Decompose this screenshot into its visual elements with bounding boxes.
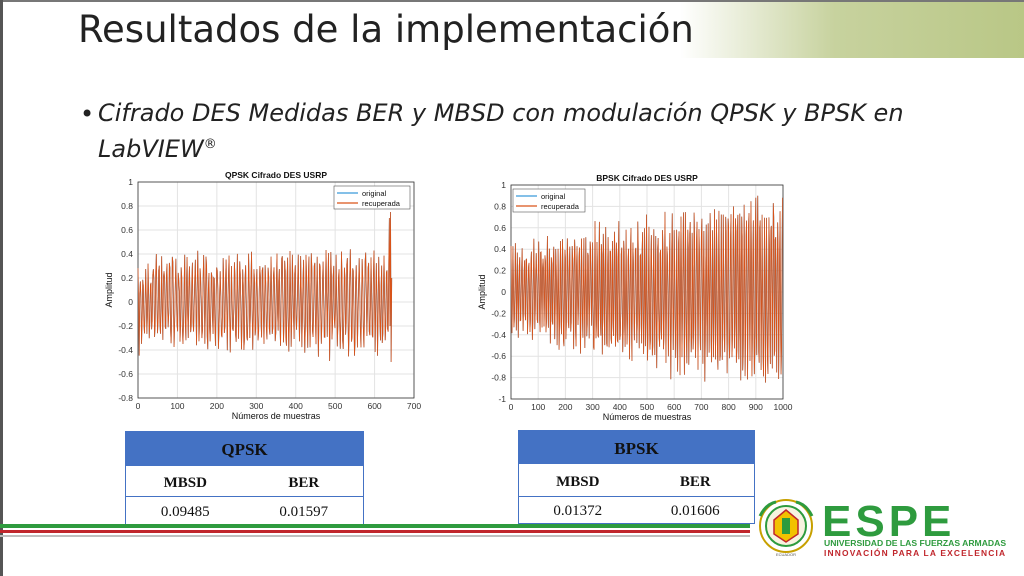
y-tick-label: 0.2 — [494, 266, 506, 276]
table-header-row: MBSD BER — [126, 466, 363, 496]
espe-seal-icon: ECUADOR — [758, 499, 814, 557]
y-tick-label: 1 — [501, 180, 506, 190]
table-header: BPSK — [519, 431, 754, 464]
x-tick-label: 600 — [667, 402, 681, 412]
chart-title: QPSK Cifrado DES USRP — [225, 170, 327, 180]
footer-stripe-red — [0, 530, 750, 533]
table-cell-mbsd: 0.01372 — [553, 503, 603, 519]
y-tick-label: 0 — [128, 297, 133, 307]
x-tick-label: 400 — [289, 401, 303, 411]
legend-label: original — [541, 192, 566, 201]
bullet-marker: • — [80, 100, 95, 128]
y-tick-label: 1 — [128, 177, 133, 187]
table-header-row: MBSD BER — [519, 464, 754, 496]
qpsk-chart: 0 100 200 300 400 500 600 700 -0.8 -0.6 -0.4 -0.2 0 0… — [104, 170, 421, 421]
bpsk-chart: 0 100 200 300 400 500 600 700 800 900 1000 -1 -0.8 -0… — [477, 173, 793, 422]
x-tick-label: 900 — [749, 402, 763, 412]
table-cell-ber: 0.01606 — [670, 503, 720, 519]
bullet-label: Cifrado DES Medidas BER y MBSD con modul… — [98, 99, 904, 163]
table-col-ber: BER — [288, 475, 320, 491]
y-tick-label: -1 — [498, 394, 506, 404]
chart-title: BPSK Cifrado DES USRP — [596, 173, 698, 183]
y-tick-label: 0 — [501, 287, 506, 297]
x-tick-label: 400 — [613, 402, 627, 412]
x-tick-label: 700 — [407, 401, 421, 411]
y-axis-label: Amplitud — [104, 272, 114, 307]
x-tick-label: 800 — [722, 402, 736, 412]
y-tick-label: -0.8 — [118, 393, 133, 403]
x-tick-label: 300 — [586, 402, 600, 412]
y-tick-label: -0.2 — [491, 308, 506, 318]
x-tick-label: 100 — [531, 402, 545, 412]
y-tick-label: 0.8 — [121, 201, 133, 211]
plot-frame — [510, 184, 784, 400]
y-tick-label: -0.4 — [118, 345, 133, 355]
espe-logo: ECUADOR ESPE UNIVERSIDAD DE LAS FUERZAS … — [758, 497, 1006, 558]
table-col-mbsd: MBSD — [556, 474, 600, 490]
y-tick-label: 0.4 — [121, 249, 133, 259]
y-tick-label: -0.2 — [118, 321, 133, 331]
bullet-text: Cifrado DES Medidas BER y MBSD con modul… — [98, 97, 938, 165]
espe-tagline-2: INNOVACIÓN PARA LA EXCELENCIA — [824, 547, 1006, 558]
x-axis-label: Números de muestras — [232, 411, 321, 421]
y-tick-label: 0.4 — [494, 244, 506, 254]
x-tick-label: 500 — [328, 401, 342, 411]
footer-stripe-green — [0, 524, 750, 528]
series-line-recuperada — [137, 211, 393, 363]
slide-top-border — [0, 0, 1024, 2]
table-col-mbsd: MBSD — [163, 475, 207, 491]
x-tick-label: 600 — [367, 401, 381, 411]
espe-wordmark: ESPE — [822, 497, 955, 546]
table-row: 0.09485 0.01597 — [126, 496, 363, 524]
espe-tagline-1: UNIVERSIDAD DE LAS FUERZAS ARMADAS — [824, 538, 1006, 548]
y-tick-label: -0.6 — [118, 369, 133, 379]
x-tick-label: 1000 — [774, 402, 793, 412]
y-tick-label: -0.4 — [491, 330, 506, 340]
table-row: 0.01372 0.01606 — [519, 496, 754, 523]
registered-mark: ® — [203, 137, 217, 152]
y-tick-label: -0.8 — [491, 373, 506, 383]
x-tick-label: 200 — [558, 402, 572, 412]
table-header: QPSK — [126, 432, 363, 466]
y-tick-label: 0.6 — [121, 225, 133, 235]
footer-stripe-gray — [0, 535, 750, 537]
legend-label: recuperada — [362, 199, 401, 208]
table-col-ber: BER — [679, 474, 711, 490]
x-tick-label: 200 — [210, 401, 224, 411]
y-tick-label: -0.6 — [491, 351, 506, 361]
x-tick-label: 500 — [640, 402, 654, 412]
slide-left-border — [0, 0, 3, 576]
x-tick-label: 100 — [170, 401, 184, 411]
y-axis-label: Amplitud — [477, 274, 487, 309]
x-tick-label: 0 — [509, 402, 514, 412]
table-cell-mbsd: 0.09485 — [160, 504, 210, 520]
x-tick-label: 300 — [249, 401, 263, 411]
y-tick-label: 0.8 — [494, 201, 506, 211]
x-tick-label: 0 — [136, 401, 141, 411]
legend-label: recuperada — [541, 202, 580, 211]
legend-label: original — [362, 189, 387, 198]
y-tick-label: 0.2 — [121, 273, 133, 283]
table-cell-ber: 0.01597 — [279, 504, 329, 520]
seal-text: ECUADOR — [776, 552, 796, 557]
bpsk-results-table: BPSK MBSD BER 0.01372 0.01606 — [518, 430, 755, 524]
x-tick-label: 700 — [694, 402, 708, 412]
qpsk-results-table: QPSK MBSD BER 0.09485 0.01597 — [125, 431, 364, 525]
y-tick-label: 0.6 — [494, 223, 506, 233]
title-accent-band — [680, 2, 1024, 58]
x-axis-label: Números de muestras — [603, 412, 692, 422]
series-line-recuperada — [510, 195, 783, 383]
slide-title: Resultados de la implementación — [78, 8, 694, 51]
